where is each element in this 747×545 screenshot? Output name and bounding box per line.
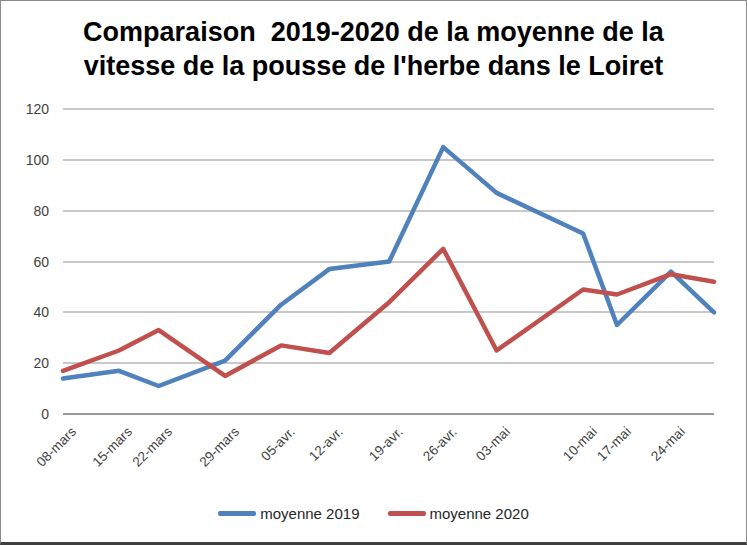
legend-marker-2020 [388,511,426,516]
y-tick-label-20: 20 [1,355,49,371]
legend-item-2019: moyenne 2019 [218,505,359,522]
plot-area [63,109,714,414]
chart-container: Comparaison 2019-2020 de la moyenne de l… [0,0,747,545]
y-tick-label-100: 100 [1,152,49,168]
y-tick-label-60: 60 [1,254,49,270]
chart-title: Comparaison 2019-2020 de la moyenne de l… [1,15,746,83]
series-line-moyenne-2019 [63,147,714,386]
title-line-1: Comparaison 2019-2020 de la moyenne de l… [83,17,664,47]
legend-label-2020: moyenne 2020 [430,505,529,522]
series-line-moyenne-2020 [63,249,714,376]
legend-item-2020: moyenne 2020 [388,505,529,522]
legend: moyenne 2019 moyenne 2020 [1,505,746,522]
series-lines [63,109,714,414]
y-tick-label-80: 80 [1,203,49,219]
y-tick-label-120: 120 [1,101,49,117]
y-tick-label-0: 0 [1,406,49,422]
y-tick-label-40: 40 [1,304,49,320]
legend-label-2019: moyenne 2019 [260,505,359,522]
legend-marker-2019 [218,511,256,516]
title-line-2: vitesse de la pousse de l'herbe dans le … [84,51,664,81]
